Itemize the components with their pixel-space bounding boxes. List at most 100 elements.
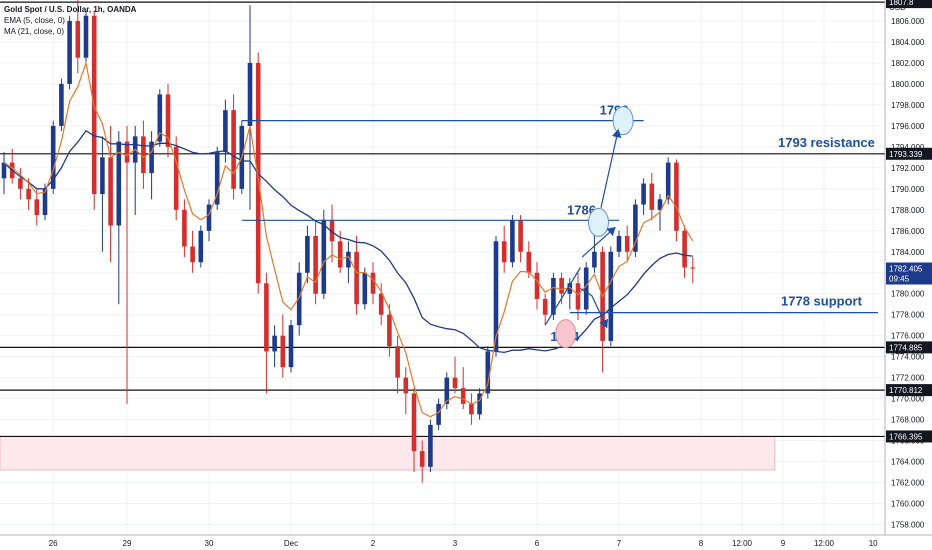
price-tick-label: 1776.000 [891,332,925,341]
price-tick-label: 1758.000 [891,521,925,530]
candle-body [247,62,253,126]
price-tick-label: 1764.000 [891,458,925,467]
time-tick-label: 2 [371,539,376,548]
candle-body [526,251,532,273]
candle-body [346,251,351,268]
price-tick-label: 1798.000 [891,101,925,110]
time-tick-label: 10 [869,539,878,548]
time-axis[interactable]: 26 29 30 Dec 2 3 6 7 8 12:00 9 12:00 10 [0,534,932,550]
arrow-down [580,287,608,329]
candle-body [542,298,548,315]
candle-body [469,403,474,415]
candle-body [100,157,105,195]
level-price-box [886,430,932,443]
price-tick-label: 1762.000 [891,479,925,488]
candle-body [608,251,614,341]
candle-body [378,293,384,315]
chart-legend: Gold Spot / U.S. Dollar, 1h, OANDA EMA (… [4,4,136,37]
time-tick-label: 12:00 [732,539,753,548]
candle-body [75,20,81,58]
candle-body [387,314,392,347]
trend-line [544,267,581,326]
candle-body [313,236,318,294]
level-price-box [886,0,932,9]
candle-body [329,220,335,242]
level-price-label: 1770.812 [889,386,923,395]
candle-body [182,209,187,247]
target-label: 1786 [567,202,596,217]
candle-body [214,152,220,205]
demand-zone [0,435,776,471]
price-tick-label: 1770.000 [891,395,925,404]
candle-body [551,277,556,315]
candle-body [657,199,663,210]
candle-body [477,393,482,415]
candle-body [223,110,228,153]
time-tick-label: 29 [123,539,132,548]
time-tick-label: 12:00 [814,539,835,548]
current-price-box [886,262,932,285]
candle-body [592,251,597,268]
candlesticks [1,0,696,483]
level-price-label: 1807.8 [889,0,914,7]
candle-body [296,272,302,326]
candle-body [288,325,294,368]
candle-body [518,220,523,252]
candle-body [116,141,122,226]
candle-body [567,283,573,294]
candle-body [624,236,630,252]
ema-legend[interactable]: EMA (5, close, 0) [4,16,65,25]
candle-body [444,377,450,404]
support-label: 1778 support [781,294,863,309]
candle-body [485,351,491,394]
price-tick-label: 1796.000 [891,122,925,131]
candle-body [165,94,171,147]
candle-body [616,236,622,252]
candle-body [34,199,40,216]
price-tick-label: 1792.000 [891,164,925,173]
time-tick-label: 7 [617,539,622,548]
candle-body [633,204,638,252]
level-price-box [886,341,932,354]
price-tick-label: 1786.000 [891,227,925,236]
candle-body [395,346,400,378]
candle-body [337,241,343,268]
candle-body [493,241,499,352]
price-tick-label: 1774.000 [891,353,925,362]
time-tick-label: Dec [284,539,298,548]
candle-body [354,251,359,305]
candle-body [1,162,7,179]
candle-body [198,230,204,263]
price-tick-label: 1790.000 [891,185,925,194]
candle-body [305,236,310,273]
candle-body [141,136,146,174]
ma-21-line [3,129,693,354]
candle-body [534,272,540,299]
ma-legend[interactable]: MA (21, close, 0) [4,27,65,36]
candle-body [18,178,23,189]
candle-body [665,162,671,200]
time-tick-label: 3 [453,539,458,548]
candle-body [370,272,376,294]
highlight-ellipse [555,319,577,349]
candle-body [59,83,64,126]
candle-body [419,451,425,467]
price-tick-label: 1772.000 [891,374,925,383]
price-tick-label: 1788.000 [891,206,925,215]
candle-body [641,183,646,205]
price-axis[interactable]: 1758.0001760.0001762.0001764.0001766.000… [884,0,932,550]
candle-body [460,388,466,404]
candle-body [206,204,212,231]
candle-body [272,335,277,352]
symbol-title[interactable]: Gold Spot / U.S. Dollar, 1h, OANDA [4,5,137,14]
candle-body [149,141,154,174]
price-tick-label: 1806.000 [891,17,925,26]
horizontal-levels [0,1,885,438]
time-tick-label: 30 [205,539,214,548]
candle-body [575,283,581,310]
level-price-label: 1766.395 [889,432,923,441]
candle-body [67,20,72,84]
level-price-label: 1774.885 [889,343,923,352]
